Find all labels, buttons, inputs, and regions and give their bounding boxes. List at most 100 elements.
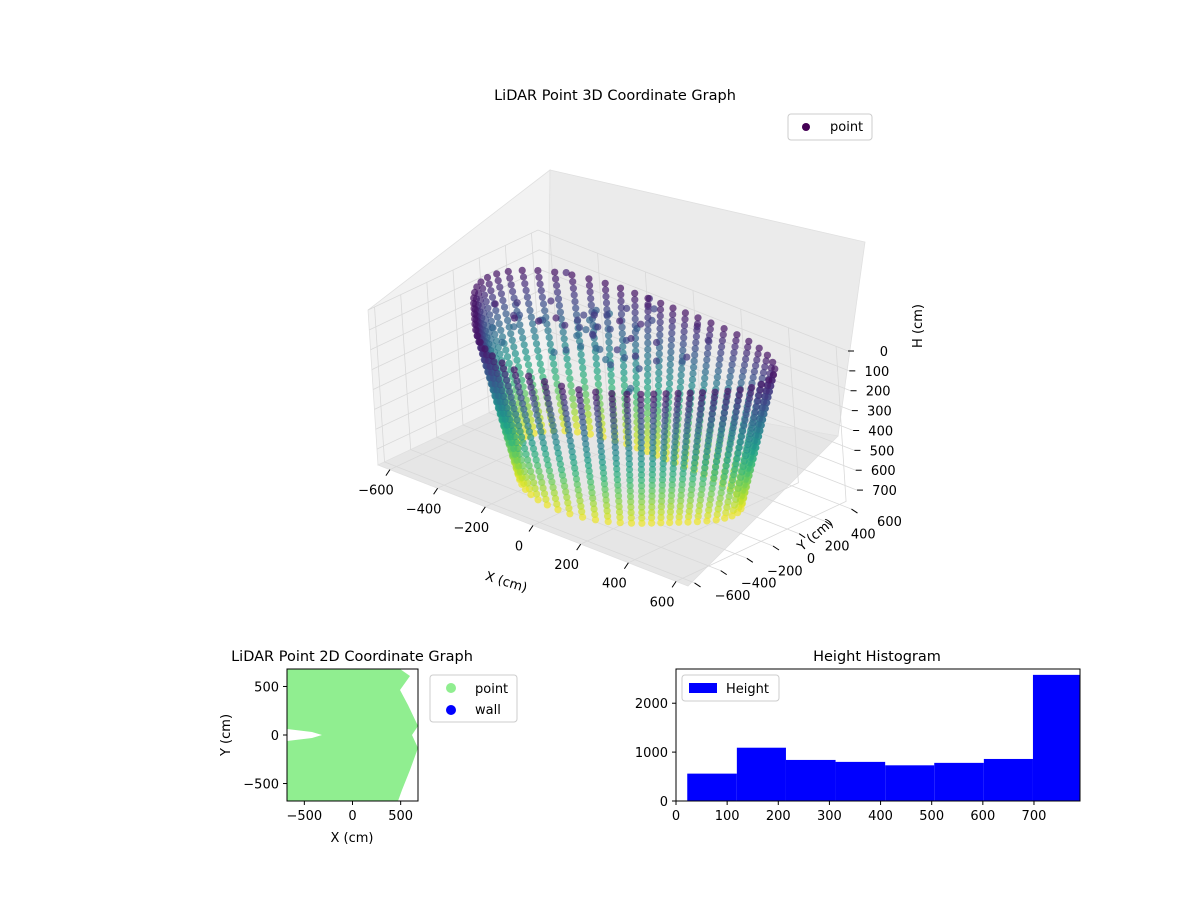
scatter-point-3d [693,518,702,526]
scatter-point-3d [615,503,623,511]
scatter-point-3d [603,305,611,314]
scatter-point-3d [679,346,687,354]
y-tick-hist-label: 2000 [635,697,668,712]
scatter-point-3d [615,508,624,516]
scatter-point-3d [564,420,572,428]
scatter-point-3d [666,361,674,369]
scatter-point-3d [708,485,716,493]
scatter-point-3d [637,417,645,425]
scatter-point-3d [688,486,696,494]
scatter-point-3d [610,427,618,435]
scatter-point-3d [510,343,518,351]
z-tick-3d-label: 500 [870,444,895,459]
scatter-point-3d [713,510,721,519]
scatter-point-3d [555,301,564,310]
scatter-point-3d [719,414,728,422]
scatter-point-3d [527,313,535,321]
scatter-point-3d [624,422,632,431]
scatter-point-3d [523,416,531,425]
scatter-point-3d [580,377,588,385]
scatter-point-3d [644,377,652,385]
scatter-point-3d [728,429,736,437]
scatter-point-3d [661,406,670,414]
scatter-point-3d [578,357,586,365]
scatter-point-3d [580,429,588,437]
scatter-point-3d [730,418,738,426]
scatter-point-3d [733,454,741,462]
scatter-point-3d [758,404,766,412]
scatter-point-3d [750,437,759,445]
scatter-point-3d [686,394,694,402]
scatter-point-3d [580,311,588,319]
scatter-point-3d [733,402,741,410]
scatter-point-3d [746,430,755,438]
scatter-point-3d [691,459,699,467]
scatter-point-3d [626,482,634,490]
scatter-point-3d [710,394,719,402]
scatter-point-3d [595,420,603,429]
scatter-point-3d [684,518,692,526]
legend-3d-label: point [830,120,863,135]
scatter-point-3d [706,495,715,503]
scatter-point-3d [648,476,656,484]
scatter-point-3d [573,332,581,340]
scatter-point-3d [715,441,723,449]
scatter-point-3d [660,427,669,435]
histogram-bar [934,762,984,801]
scatter-point-3d [697,399,705,408]
scatter-point-3d [703,356,711,364]
y-tick-2d-label: −500 [243,778,279,793]
scatter-point-3d [492,306,500,315]
scatter-point-3d [698,485,706,493]
scatter-point-3d [608,395,616,403]
scatter-point-3d [558,388,567,396]
legend-2d-label-point: point [475,682,508,697]
scatter-point-3d [554,295,563,303]
scatter-point-3d [625,449,633,457]
scatter-point-3d [571,464,579,472]
scatter-point-3d [471,288,479,297]
scatter-point-3d [513,456,521,464]
scatter-point-3d [637,476,646,484]
scatter-point-3d [755,391,763,399]
scatter-point-3d [602,292,610,300]
scatter-point-3d [649,460,657,468]
scatter-point-3d [713,379,721,387]
scatter-point-3d [744,343,752,351]
scatter-point-3d [598,453,606,461]
y-tick-3d-mark [851,508,858,514]
scatter-point-3d [524,456,532,464]
scatter-point-3d [623,390,631,398]
grid-line-y-0 [374,306,695,584]
scatter-point-3d [684,416,692,424]
scatter-point-3d [539,484,547,492]
scatter-point-3d [518,400,527,408]
scatter-point-3d [632,373,640,381]
scatter-point-3d [717,349,725,357]
scatter-point-3d [745,337,753,345]
scatter-point-3d [656,325,664,333]
scatter-point-3d [526,378,534,386]
scatter-point-3d [732,460,740,468]
scatter-point-3d [495,320,503,328]
scatter-point-3d [616,317,624,325]
scatter-point-3d [593,360,601,369]
scatter-point-3d [644,339,652,347]
scatter-point-3d [677,371,685,379]
scatter-point-3d [727,367,735,375]
y-tick-3d-label: 200 [825,540,850,555]
scatter-point-3d [545,333,553,341]
scatter-point-3d [662,390,670,398]
scatter-point-3d [625,465,634,474]
scatter-point-3d [583,451,591,459]
scatter-point-3d [721,403,729,412]
scatter-point-3d [738,468,746,476]
scatter-point-3d [536,473,545,481]
z-tick-3d-label: 200 [866,385,891,400]
scatter-point-3d [720,409,729,417]
scatter-point-3d [718,337,727,345]
scatter-point-3d [753,356,761,364]
scatter-point-3d [631,352,640,360]
scatter-point-3d [616,284,625,292]
scatter-point-3d [655,375,663,383]
